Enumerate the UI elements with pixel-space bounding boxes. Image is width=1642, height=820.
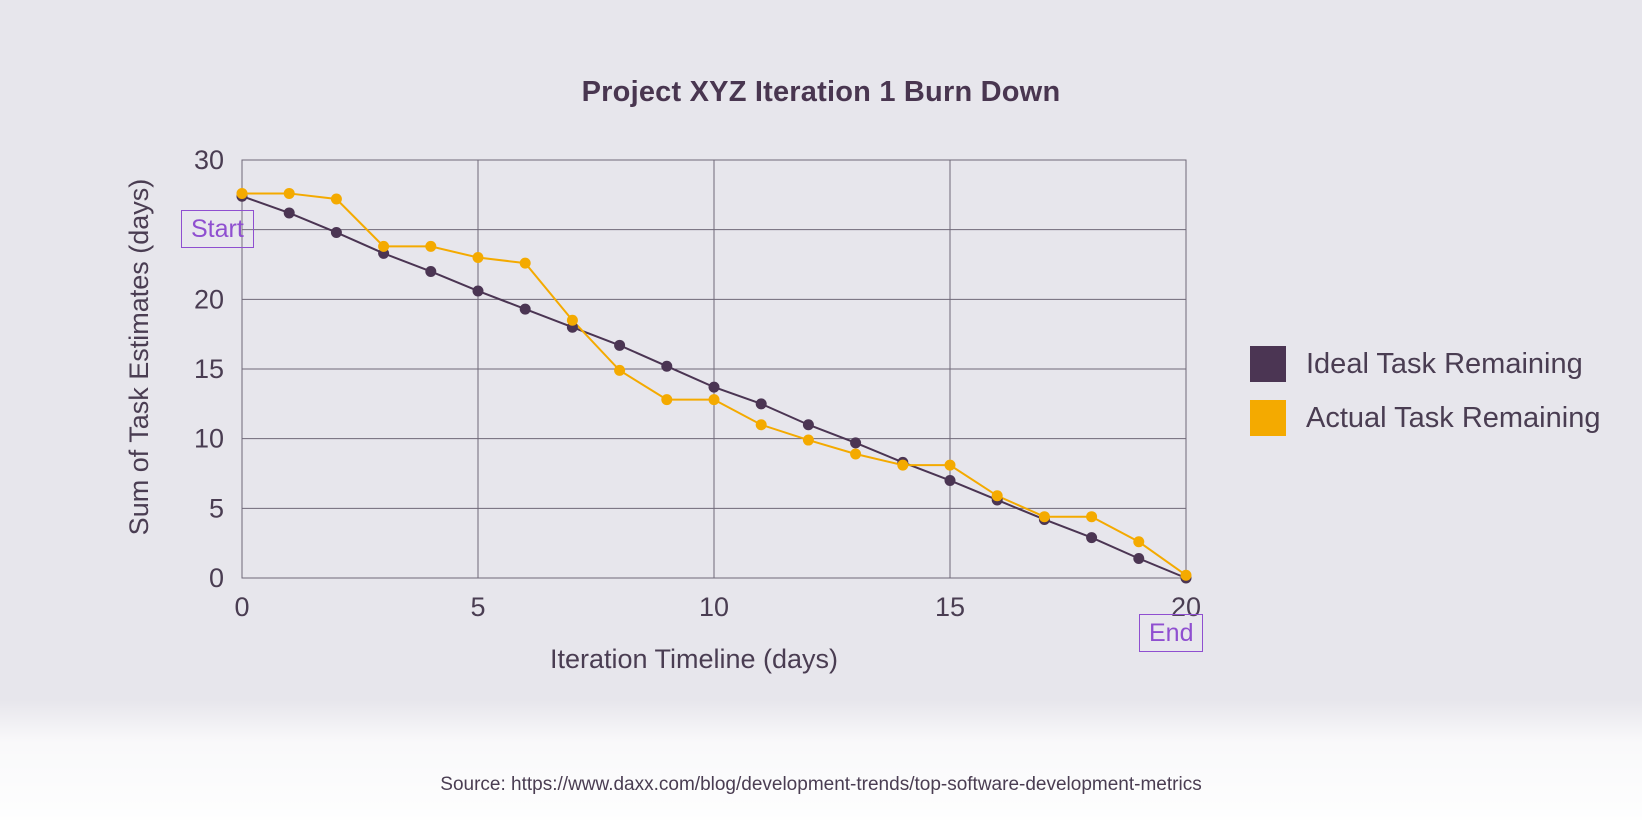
data-point-actual — [283, 187, 295, 199]
x-tick-label: 15 — [935, 592, 965, 622]
chart-legend: Ideal Task Remaining Actual Task Remaini… — [1250, 346, 1600, 454]
data-point-ideal — [472, 285, 484, 297]
legend-label-actual: Actual Task Remaining — [1306, 401, 1601, 434]
data-point-actual — [991, 490, 1003, 502]
data-point-actual — [944, 459, 956, 471]
end-annotation: End — [1139, 614, 1204, 652]
x-tick-label: 5 — [470, 592, 485, 622]
data-point-ideal — [519, 303, 531, 315]
data-point-actual — [1086, 511, 1098, 523]
data-point-actual — [802, 434, 814, 446]
x-axis-label: Iteration Timeline (days) — [550, 644, 838, 674]
data-point-actual — [519, 257, 531, 269]
data-point-actual — [708, 394, 720, 406]
data-point-actual — [1180, 569, 1192, 581]
data-point-actual — [472, 252, 484, 264]
data-point-actual — [330, 193, 342, 205]
y-tick-label: 0 — [209, 563, 224, 593]
data-point-actual — [236, 187, 248, 199]
y-tick-label: 30 — [194, 145, 224, 175]
data-point-actual — [614, 364, 626, 376]
data-point-ideal — [944, 474, 956, 486]
data-point-ideal — [802, 419, 814, 431]
data-point-ideal — [1133, 552, 1145, 564]
data-point-ideal — [755, 398, 767, 410]
y-tick-label: 15 — [194, 354, 224, 384]
data-point-actual — [850, 448, 862, 460]
legend-item-actual: Actual Task Remaining — [1250, 400, 1600, 436]
data-point-actual — [1038, 511, 1050, 523]
data-point-ideal — [614, 339, 626, 351]
x-tick-label: 10 — [699, 592, 729, 622]
data-point-actual — [897, 459, 909, 471]
data-point-actual — [755, 419, 767, 431]
data-point-actual — [566, 314, 578, 326]
y-axis-label: Sum of Task Estimates (days) — [124, 179, 154, 536]
chart-title: Project XYZ Iteration 1 Burn Down — [581, 76, 1061, 108]
y-tick-label: 5 — [209, 493, 224, 523]
data-point-actual — [1133, 536, 1145, 548]
y-tick-label: 10 — [194, 424, 224, 454]
x-tick-label: 20 — [1171, 592, 1201, 622]
legend-item-ideal: Ideal Task Remaining — [1250, 346, 1600, 382]
x-tick-label: 0 — [234, 592, 249, 622]
data-point-actual — [378, 240, 390, 252]
data-point-actual — [425, 240, 437, 252]
start-annotation: Start — [181, 210, 254, 249]
data-point-ideal — [1086, 532, 1098, 544]
data-point-ideal — [283, 207, 295, 219]
data-point-ideal — [850, 437, 862, 449]
data-point-ideal — [330, 226, 342, 238]
data-point-ideal — [708, 381, 720, 393]
legend-label-ideal: Ideal Task Remaining — [1306, 347, 1583, 380]
source-caption: Source: https://www.daxx.com/blog/develo… — [440, 774, 1202, 795]
data-point-ideal — [425, 265, 437, 277]
plot-border — [241, 159, 1187, 579]
data-point-actual — [661, 394, 673, 406]
legend-swatch-ideal — [1250, 346, 1286, 382]
legend-swatch-actual — [1250, 400, 1286, 436]
y-tick-label: 20 — [194, 284, 224, 314]
data-point-ideal — [661, 360, 673, 372]
